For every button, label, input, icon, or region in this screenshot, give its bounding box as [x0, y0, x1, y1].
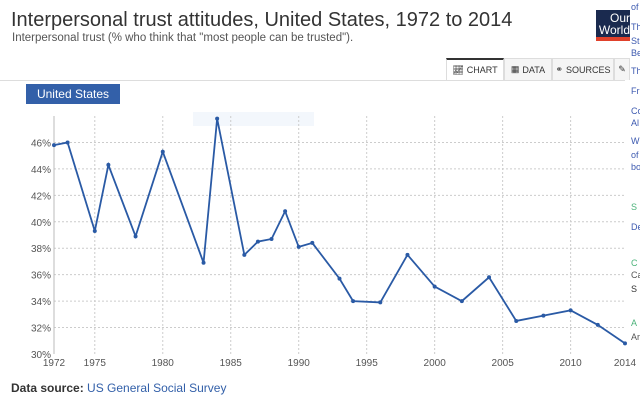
logo-text: Our World in Data [598, 11, 630, 37]
data-point [52, 143, 56, 148]
y-tick-label: 42% [31, 191, 51, 202]
data-point [106, 162, 111, 167]
data-point [201, 260, 206, 265]
x-tick-label: 2010 [559, 358, 582, 369]
x-tick-label: 1990 [288, 358, 311, 369]
data-point [160, 149, 165, 154]
sidebar-fragment[interactable]: Th [631, 66, 640, 76]
owid-logo[interactable]: Our World in Data [596, 10, 630, 41]
x-tick-label: 1980 [152, 358, 175, 369]
data-point [541, 313, 546, 318]
tab-label: DATA [522, 64, 546, 75]
data-point [92, 229, 97, 234]
data-point [623, 341, 627, 346]
data-point [269, 236, 274, 241]
data-point [65, 140, 70, 145]
tab-sources[interactable]: ⚭ SOURCES [552, 58, 614, 80]
chart-title: Interpersonal trust attitudes, United St… [11, 9, 513, 31]
data-point [255, 239, 260, 244]
sidebar-fragment[interactable]: Be [631, 48, 640, 58]
data-point [432, 284, 437, 289]
data-point [242, 252, 247, 257]
data-source-label: Data source: [11, 381, 84, 395]
sidebar-fragment[interactable]: W [631, 136, 640, 146]
sidebar-fragment[interactable]: Ar [631, 332, 640, 342]
x-tick-label: 1985 [220, 358, 243, 369]
data-point [487, 275, 492, 280]
sidebar-fragment[interactable]: De [631, 222, 640, 232]
y-tick-label: 30% [31, 350, 51, 361]
x-tick-label: 1975 [84, 358, 107, 369]
entity-button-united-states[interactable]: United States [26, 84, 120, 104]
x-tick-label: 2014 [614, 358, 637, 369]
sidebar-fragment[interactable]: S [631, 284, 638, 294]
data-point [351, 299, 356, 304]
sidebar-fragment[interactable]: Th [631, 22, 640, 32]
data-point [459, 299, 464, 304]
y-tick-label: 36% [31, 271, 51, 282]
tab-divider [0, 80, 625, 81]
data-point [378, 300, 383, 305]
sidebar-fragment[interactable]: C [631, 258, 638, 268]
y-tick-label: 32% [31, 324, 51, 335]
sidebar-fragment[interactable]: Co [631, 106, 640, 116]
x-tick-label: 1972 [43, 358, 66, 369]
chart-subtitle: Interpersonal trust (% who think that "m… [12, 32, 354, 44]
tab-label: SOURCES [566, 64, 611, 75]
line-chart-icon: 📈︎ [452, 64, 464, 75]
data-point [514, 318, 519, 323]
data-point [595, 322, 600, 327]
y-tick-label: 44% [31, 165, 51, 176]
y-tick-label: 46% [31, 138, 51, 149]
sidebar-fragment[interactable]: S [631, 202, 638, 212]
snip-overlay [193, 112, 314, 126]
data-point [296, 244, 301, 249]
pencil-icon: ✎ [618, 64, 626, 74]
sidebar-fragment[interactable]: Ca [631, 270, 640, 280]
link-icon: ⚭ [555, 64, 564, 74]
x-tick-label: 2000 [424, 358, 447, 369]
x-tick-label: 1995 [356, 358, 379, 369]
sidebar-fragment[interactable]: bo [631, 162, 640, 172]
data-point [215, 116, 220, 121]
x-tick-label: 2005 [492, 358, 515, 369]
sidebar-fragment[interactable]: of [631, 2, 639, 12]
data-point [283, 209, 288, 214]
data-source-link[interactable]: US General Social Survey [87, 381, 227, 395]
sidebar-fragment[interactable]: A [631, 318, 638, 328]
tab-edit[interactable]: ✎ [614, 58, 630, 80]
y-tick-label: 40% [31, 218, 51, 229]
data-point [337, 276, 342, 281]
table-icon: ▦ [510, 64, 520, 74]
data-point [405, 252, 410, 257]
sidebar-fragment[interactable]: Al [631, 118, 640, 128]
series-line-united-states [53, 118, 626, 345]
sidebar-clipped: of Th St Be Th Fr Co Al Wof bo S De C Ca S A Ar [631, 0, 640, 414]
data-source: Data source: US General Social Survey [11, 381, 226, 395]
data-point [133, 234, 138, 239]
y-tick-label: 34% [31, 297, 51, 308]
sidebar-fragment[interactable]: Fr [631, 86, 640, 96]
tab-chart[interactable]: 📈︎ CHART [446, 58, 504, 80]
tab-bar: 📈︎ CHART ▦ DATA ⚭ SOURCES ✎ [446, 58, 630, 80]
tab-label: CHART [466, 65, 498, 75]
sidebar-fragment[interactable]: St [631, 36, 640, 46]
tab-data[interactable]: ▦ DATA [504, 58, 552, 80]
sidebar-fragment[interactable]: of [631, 150, 639, 160]
data-point [310, 240, 315, 245]
y-tick-label: 38% [31, 244, 51, 255]
data-point [568, 308, 573, 313]
